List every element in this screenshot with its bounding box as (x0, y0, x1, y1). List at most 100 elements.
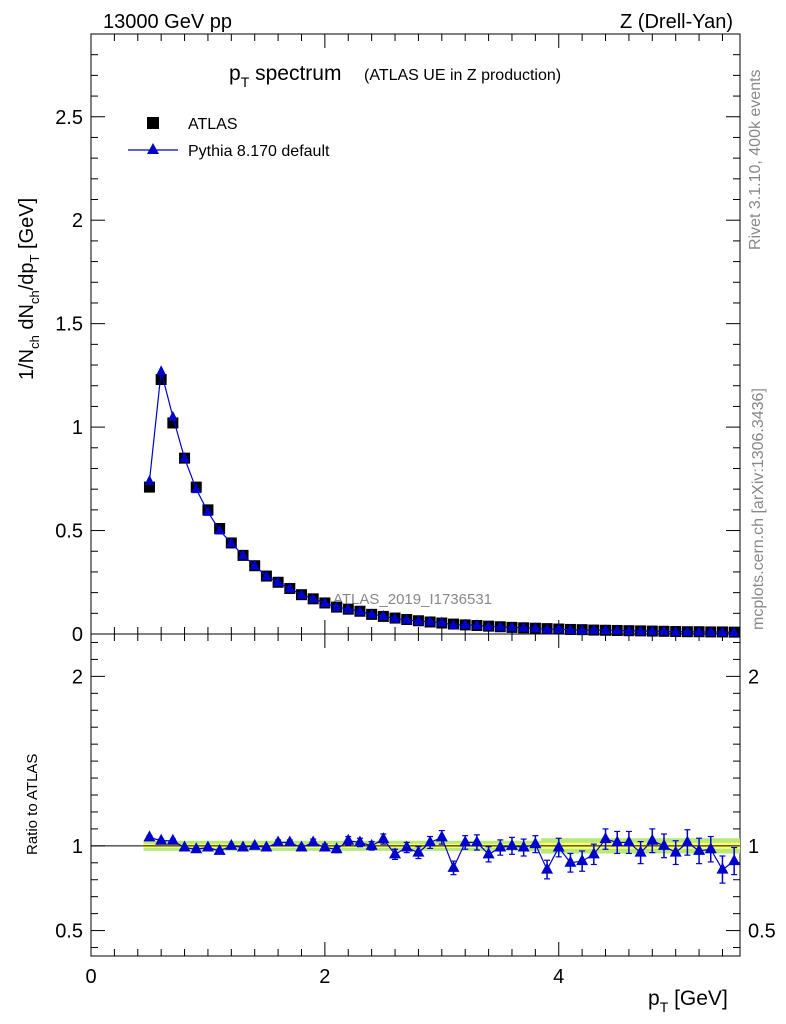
pythia-point (612, 624, 623, 635)
y-tick-label-ratio: 1 (72, 836, 83, 858)
ratio-mc-point (260, 840, 273, 852)
pythia-point (191, 483, 202, 494)
ratio-mc-point (622, 835, 635, 847)
pythia-point (577, 624, 588, 635)
pythia-point (623, 624, 634, 635)
ratio-mc-point (564, 855, 577, 867)
pythia-point (331, 601, 342, 612)
y-tick-label-main: 1.5 (55, 314, 83, 336)
pythia-point (343, 603, 354, 614)
pythia-point (506, 621, 517, 632)
legend-data-label: ATLAS (188, 116, 238, 133)
pythia-point (542, 623, 553, 634)
y-tick-label-main: 2 (72, 210, 83, 232)
pythia-point (565, 623, 576, 634)
plot-title: pT spectrum (229, 62, 341, 90)
x-tick-label: 4 (553, 966, 564, 988)
ratio-mc-point (634, 845, 647, 857)
header-left: 13000 GeV pp (103, 11, 232, 33)
y-axis-label-ratio: Ratio to ATLAS (24, 754, 41, 855)
ratio-mc-point (459, 835, 472, 847)
ratio-mc-point (283, 835, 296, 847)
pythia-point (167, 410, 178, 421)
ratio-mc-point (155, 833, 168, 845)
pythia-point (670, 625, 681, 636)
pythia-point (401, 613, 412, 624)
ratio-mc-point (482, 847, 495, 859)
pythia-point (448, 619, 459, 630)
pythia-point (413, 615, 424, 626)
ratio-mc-point (307, 835, 320, 847)
atlas-data-point (143, 481, 155, 493)
ratio-mc-point (318, 840, 331, 852)
ratio-mc-point (681, 835, 694, 847)
atlas-data-point (155, 374, 167, 386)
pythia-point (483, 620, 494, 631)
ratio-mc-point (646, 833, 659, 845)
mcplots-label: mcplots.cern.ch [arXiv:1306.3436] (750, 388, 767, 630)
pythia-point (600, 624, 611, 635)
x-axis-label: pT [GeV] (648, 987, 728, 1015)
pythia-point (705, 625, 716, 636)
ratio-mc-point (377, 832, 390, 844)
ratio-plot-area (91, 828, 741, 884)
pythia-point (226, 536, 237, 547)
pythia-point (179, 452, 190, 463)
pythia-point (202, 505, 213, 516)
ratio-mc-point (237, 840, 250, 852)
ratio-mc-point (400, 840, 413, 852)
pythia-point (658, 625, 669, 636)
ratio-mc-point (248, 838, 261, 850)
pythia-point (471, 619, 482, 630)
ratio-mc-point (599, 832, 612, 844)
ratio-mc-point (213, 843, 226, 855)
ratio-mc-point (295, 840, 308, 852)
pythia-point (284, 582, 295, 593)
ratio-mc-point (552, 840, 565, 852)
ratio-mc-point (470, 835, 483, 847)
pythia-point (156, 365, 167, 376)
y-tick-label-ratio-right: 1 (748, 836, 759, 858)
ratio-mc-point (657, 838, 670, 850)
ratio-mc-point (728, 854, 741, 866)
pythia-point (495, 620, 506, 631)
ratio-mc-point (365, 838, 378, 850)
ratio-mc-point (353, 835, 366, 847)
x-tick-label: 2 (319, 966, 330, 988)
ratio-mc-point (611, 835, 624, 847)
pythia-point (729, 626, 740, 637)
ratio-mc-point (225, 838, 238, 850)
y-tick-label-ratio-right: 0.5 (748, 921, 776, 943)
pythia-point (530, 622, 541, 633)
ratio-mc-point (576, 854, 589, 866)
ratio-mc-point (143, 830, 156, 842)
rivet-label: Rivet 3.1.10, 400k events (747, 69, 764, 250)
ratio-mc-point (587, 847, 600, 859)
plot-title-suffix: (ATLAS UE in Z production) (364, 67, 561, 84)
ratio-mc-point (424, 835, 437, 847)
pythia-point (249, 559, 260, 570)
main-plot-area (143, 365, 740, 638)
y-tick-label-ratio: 0.5 (55, 921, 83, 943)
ratio-mc-point (704, 842, 717, 854)
ratio-mc-point (716, 862, 729, 874)
pythia-point (261, 570, 272, 581)
ratio-mc-point (412, 845, 425, 857)
axis-ticks: 0 0.5 1 1.5 2 2.5 0 2 4 0.5 0.5 1 1 2 2 (55, 34, 776, 988)
pythia-point (588, 624, 599, 635)
ratio-mc-point (447, 860, 460, 872)
ratio-mc-point (342, 833, 355, 845)
y-axis-label-main: 1/Nch dNch/dpT [GeV] (16, 198, 42, 380)
pythia-point (425, 615, 436, 626)
pythia-point (518, 621, 529, 632)
ratio-mc-point (389, 847, 402, 859)
ratio-mc-point (435, 830, 448, 842)
pythia-point (273, 576, 284, 587)
pythia-point (296, 588, 307, 599)
pythia-point (460, 618, 471, 629)
ratio-panel-frame (90, 633, 741, 957)
ratio-mc-point (166, 833, 179, 845)
legend-data-marker (147, 117, 159, 129)
analysis-watermark: ATLAS_2019_I1736531 (333, 591, 492, 608)
ratio-mc-point (517, 840, 530, 852)
